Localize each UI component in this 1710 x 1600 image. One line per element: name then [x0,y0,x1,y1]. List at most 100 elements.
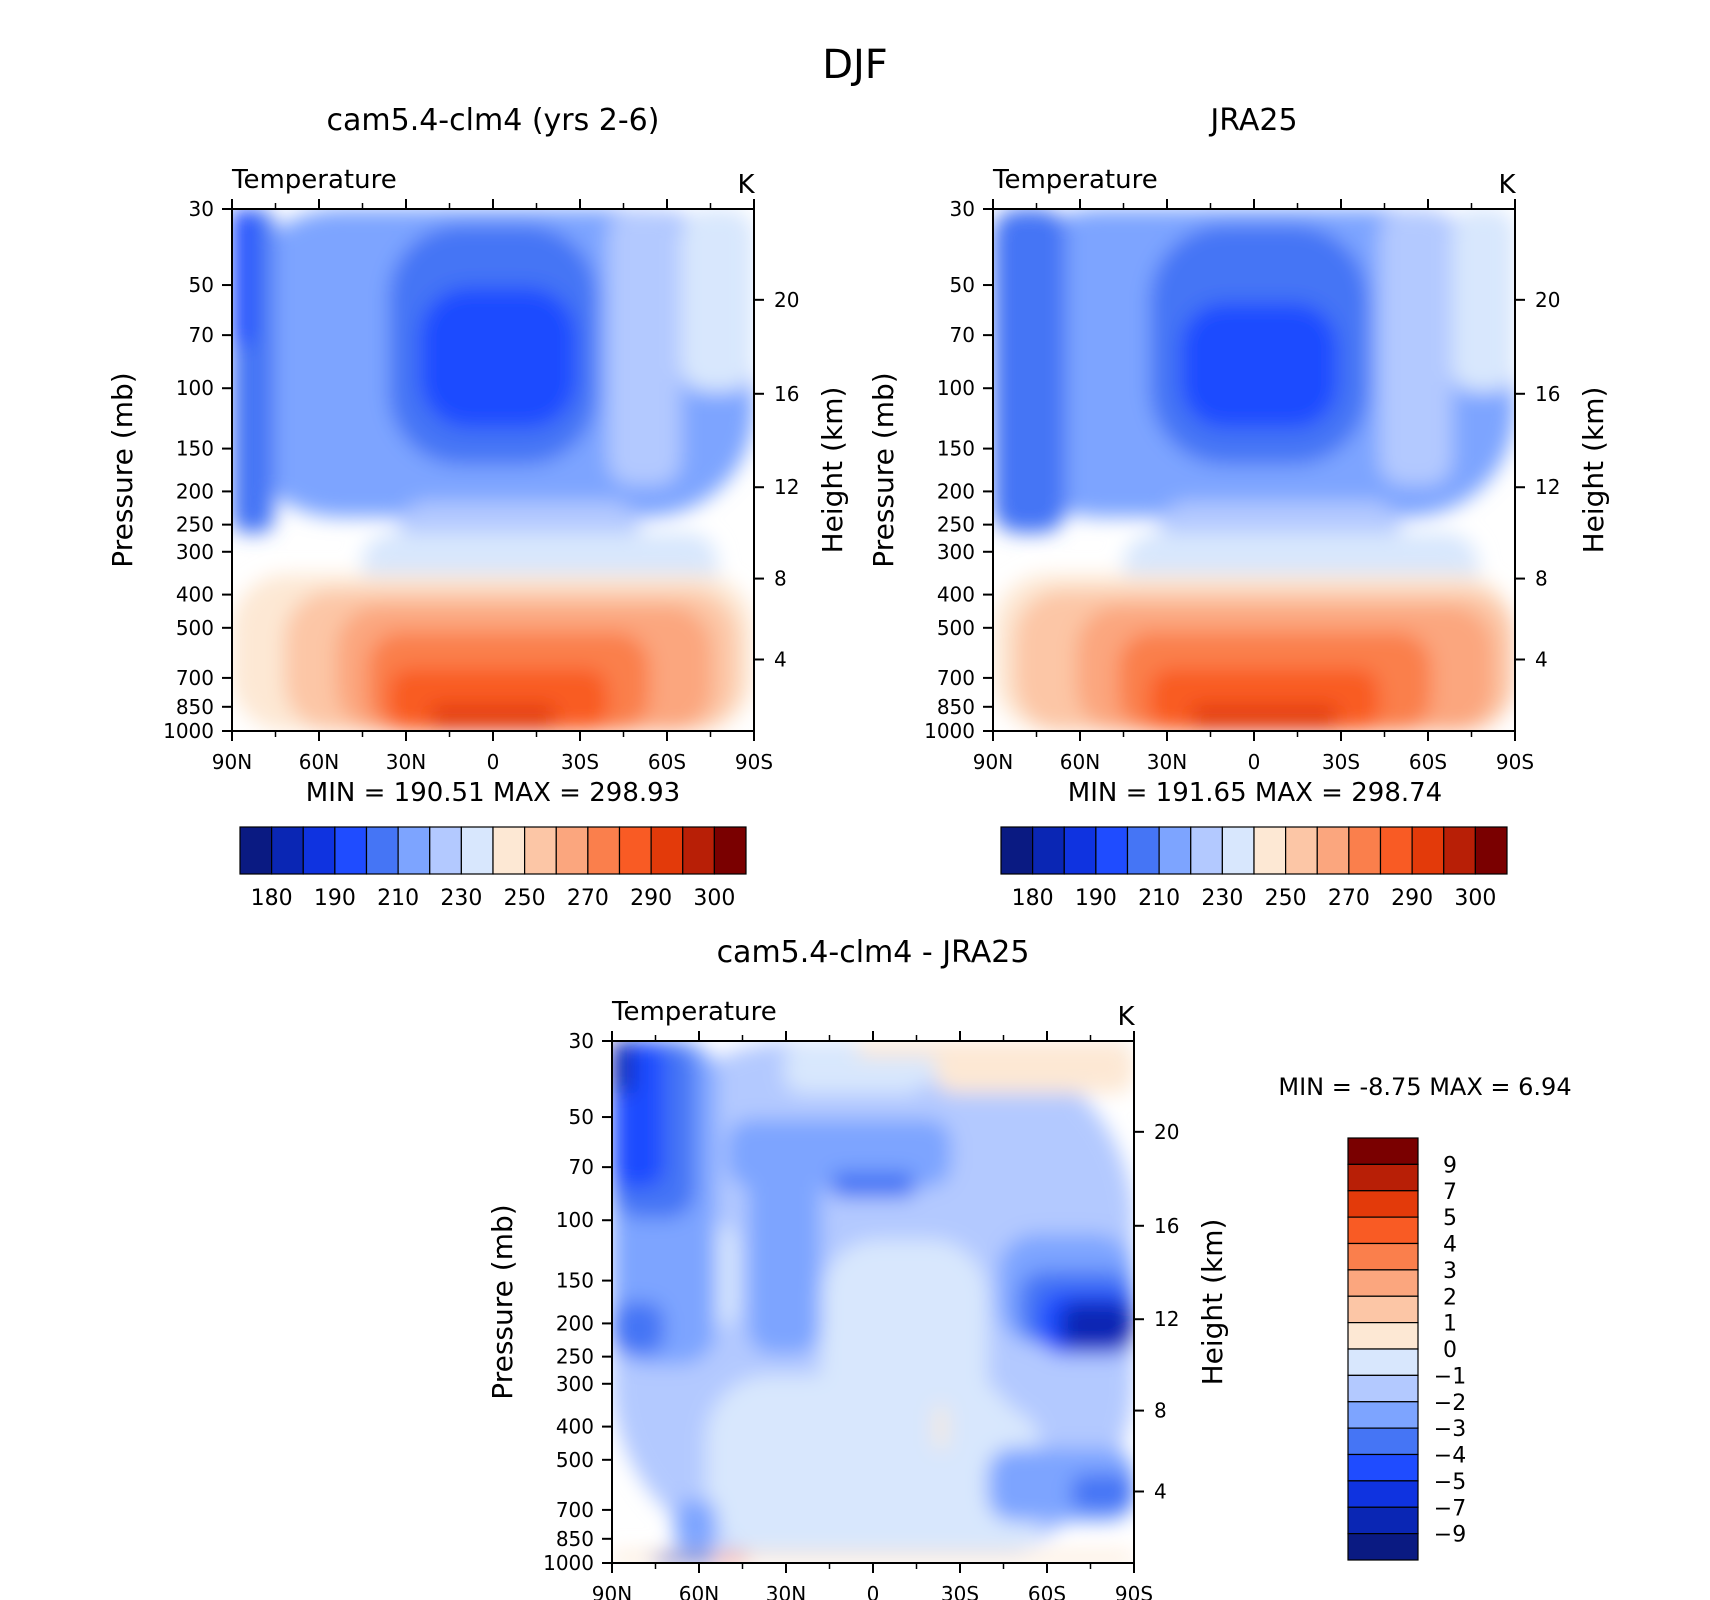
x-tick-label: 30S [941,1582,979,1600]
colorbar-label: 250 [504,886,546,911]
colorbar-swatch [1063,826,1097,875]
colorbar-label: 300 [1454,886,1496,911]
colorbar-label: 210 [1138,886,1180,911]
y-right-tick-label: 4 [1154,1479,1167,1503]
contour-band-7-0 [716,1555,748,1563]
colorbar-label: 270 [567,886,609,911]
y-tick-label: 30 [950,197,975,221]
colorbar-swatch [460,826,494,875]
y-tick-label: 150 [937,437,975,461]
contour-band-3-0 [607,209,681,486]
units-label: K [1498,170,1516,200]
colorbar-label: 300 [693,886,735,911]
x-tick-label: 60S [1409,750,1447,774]
colorbar-swatch [1347,1322,1419,1350]
y-right-tick-label: 20 [774,288,799,312]
colorbar-swatch [1347,1401,1419,1429]
contour-field [232,209,754,731]
y-tick-label: 70 [569,1155,594,1179]
colorbar-swatch [1379,826,1413,875]
colorbar-label: −4 [1434,1444,1466,1469]
colorbar-swatch [555,826,589,875]
colorbar-label: 180 [1012,886,1054,911]
y-right-tick-label: 12 [1535,475,1560,499]
x-tick-label: 0 [1248,750,1261,774]
colorbar-swatch [1347,1269,1419,1297]
y-right-tick-label: 16 [1154,1214,1179,1238]
colorbar-label: 230 [440,886,482,911]
y-tick-label: 850 [556,1527,594,1551]
contour-band-1-0 [993,209,1067,533]
colorbar-swatch [1347,1295,1419,1324]
min-max-text: MIN = 190.51 MAX = 298.93 [306,778,680,808]
x-tick-label: 30S [561,750,599,774]
colorbar-swatch [429,826,462,875]
y-tick-label: 300 [937,540,975,564]
y-tick-label: 300 [556,1372,594,1396]
colorbar-label: 270 [1328,886,1370,911]
colorbar-label: 290 [630,886,672,911]
colorbar-label: −9 [1434,1523,1466,1548]
min-max-text: MIN = -8.75 MAX = 6.94 [1278,1073,1571,1101]
colorbar-swatch [1158,826,1192,875]
units-label: K [737,170,755,200]
y-tick-label: 150 [556,1269,594,1293]
y-right-tick-label: 20 [1535,288,1560,312]
y-tick-label: 1000 [543,1551,594,1575]
y-right-tick-label: 12 [774,475,799,499]
y-tick-label: 30 [189,197,214,221]
contour-field [993,209,1515,731]
y-axis-right-label: Height (km) [1577,387,1610,554]
colorbar-label: −2 [1434,1391,1466,1416]
y-tick-label: 50 [189,273,214,297]
colorbar-label: 3 [1443,1259,1457,1284]
x-tick-label: 30N [386,750,426,774]
colorbar-swatch [682,826,715,875]
colorbar-swatch [1443,826,1476,875]
y-right-tick-label: 8 [774,567,787,591]
colorbar-swatch [650,826,684,875]
y-tick-label: 200 [556,1311,594,1335]
colorbar-swatch [1253,826,1287,875]
contour-band-2-1 [419,287,577,429]
y-tick-label: 850 [937,695,975,719]
colorbar-label: 2 [1443,1285,1457,1310]
x-tick-label: 90S [1496,750,1534,774]
contour-bands [993,209,1515,731]
colorbar-swatch [271,826,304,875]
y-tick-label: 250 [937,513,975,537]
contour-band-4-2 [831,1171,915,1198]
contour-field [612,1041,1134,1563]
y-tick-label: 200 [937,479,975,503]
colorbar-label: 5 [1443,1206,1457,1231]
contour-band-4-0 [1452,209,1515,392]
colorbar-swatch [397,826,431,875]
y-tick-label: 700 [556,1498,594,1522]
colorbar-swatch [1347,1506,1419,1535]
colorbar-swatch [1347,1190,1419,1218]
colorbar-swatch [1000,826,1034,875]
x-tick-label: 90N [973,750,1013,774]
contour-band-4-4 [1071,1474,1134,1511]
x-tick-label: 60N [1060,750,1100,774]
panels: cam5.4-clm4 (yrs 2-6) Temperature K 90N 60N 3… [106,103,1610,1600]
y-right-tick-label: 8 [1154,1399,1167,1423]
y-tick-label: 200 [176,479,214,503]
colorbar-label: −5 [1434,1470,1466,1495]
colorbar-swatch [1221,826,1255,875]
contour-band-4-1 [612,1302,665,1355]
colorbar-swatch [524,826,557,875]
y-tick-label: 50 [569,1105,594,1129]
temperature-label: Temperature [611,997,777,1027]
y-tick-label: 100 [937,376,975,400]
y-right-tick-label: 16 [774,382,799,406]
y-tick-label: 400 [556,1415,594,1439]
colorbar-label: 190 [1075,886,1117,911]
y-tick-label: 850 [176,695,214,719]
y-right-tick-label: 4 [774,647,787,671]
y-tick-label: 150 [176,437,214,461]
colorbar-swatch [1347,1427,1419,1456]
y-axis-right-label: Height (km) [1196,1219,1229,1386]
panel-1: cam5.4-clm4 (yrs 2-6) Temperature K 90N 60N 3… [106,103,849,911]
units-label: K [1117,1002,1135,1032]
